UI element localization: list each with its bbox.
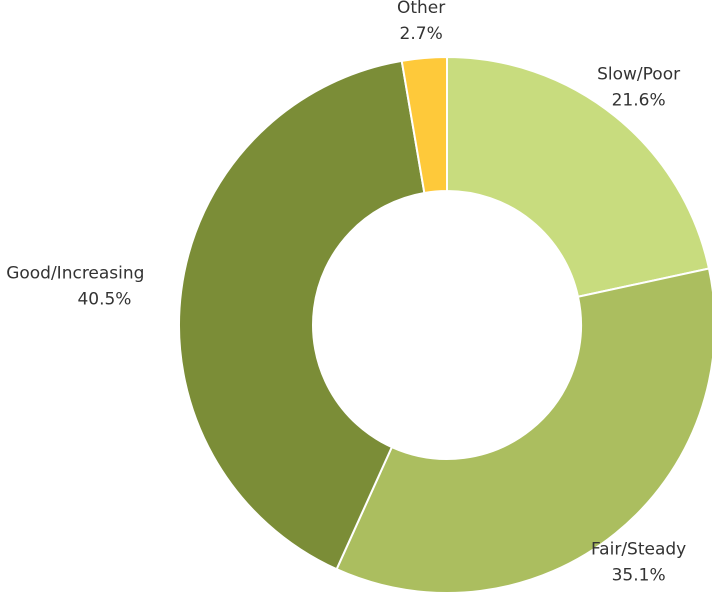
slice-label: Slow/Poor bbox=[597, 65, 680, 85]
slice-label: Other bbox=[397, 0, 445, 18]
donut-slice bbox=[178, 59, 426, 571]
slice-value-label: 35.1% bbox=[612, 565, 666, 585]
donut-slice bbox=[335, 267, 712, 594]
slice-value-label: 21.6% bbox=[612, 91, 666, 111]
slice-label: Good/Increasing bbox=[6, 263, 144, 283]
slice-value-label: 2.7% bbox=[400, 24, 443, 44]
donut-slice bbox=[400, 55, 448, 195]
donut-slice bbox=[446, 55, 711, 298]
slice-label: Fair/Steady bbox=[591, 539, 686, 559]
slice-value-label: 40.5% bbox=[77, 289, 131, 309]
